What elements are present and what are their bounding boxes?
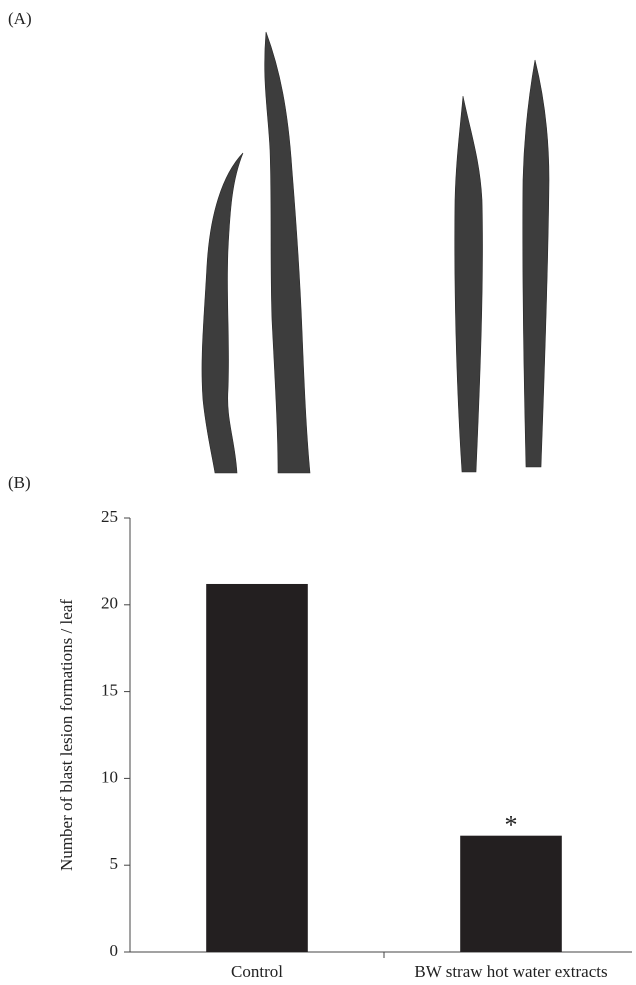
leaf-photo (202, 32, 549, 473)
bar (206, 584, 308, 952)
x-tick-label: BW straw hot water extracts (414, 962, 607, 981)
panel-label: (A) (8, 9, 32, 28)
y-axis-label: Number of blast lesion formations / leaf (57, 599, 76, 871)
bar (460, 836, 562, 952)
leaf (202, 153, 243, 473)
y-tick-label: 5 (110, 854, 119, 873)
x-tick-label: Control (231, 962, 283, 981)
y-tick-label: 25 (101, 507, 118, 526)
y-tick-label: 10 (101, 767, 118, 786)
y-tick-label: 15 (101, 681, 118, 700)
significance-mark: * (505, 811, 518, 840)
leaf (455, 96, 483, 472)
panel-label: (B) (8, 473, 31, 492)
leaf (523, 60, 549, 467)
leaf (265, 32, 310, 473)
figure: (A) (B) Number of blast lesion formation… (0, 0, 636, 985)
page: {"figure": {"panel_a_label": "(A)", "pan… (0, 0, 636, 985)
y-tick-label: 0 (110, 941, 119, 960)
y-tick-label: 20 (101, 594, 118, 613)
